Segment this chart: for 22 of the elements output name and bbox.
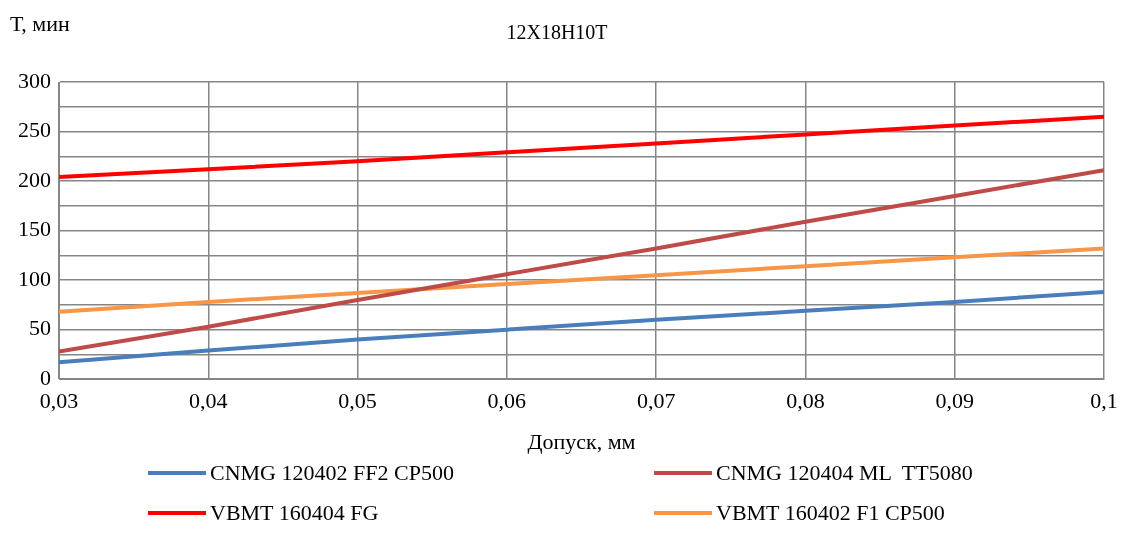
legend-label: CNMG 120404 ML TT5080: [716, 460, 973, 486]
y-tick-label: 50: [29, 315, 51, 341]
y-axis-title: Т, мин: [10, 10, 70, 36]
y-tick-label: 0: [40, 364, 51, 390]
x-axis-title: Допуск, мм: [527, 428, 636, 454]
x-tick-label: 0,07: [636, 388, 676, 414]
y-tick-label: 200: [18, 166, 51, 192]
x-tick-label: 0,05: [338, 388, 377, 414]
y-tick-label: 100: [18, 265, 51, 291]
y-tick-label: 300: [18, 67, 51, 93]
y-tick-label: 250: [18, 117, 51, 143]
x-tick-label: 0,1: [1090, 388, 1118, 414]
legend-label: VBMT 160404 FG: [210, 500, 379, 526]
x-tick-label: 0,08: [786, 388, 825, 414]
y-tick-label: 150: [18, 216, 51, 242]
x-tick-label: 0,06: [487, 388, 527, 414]
chart-title: 12Х18Н10Т: [506, 21, 608, 44]
x-tick-label: 0,03: [39, 388, 79, 414]
x-tick-label: 0,09: [935, 388, 974, 414]
x-tick-label: 0,04: [189, 388, 228, 414]
legend-label: CNMG 120402 FF2 CP500: [210, 460, 454, 486]
legend-label: VBMT 160402 F1 CP500: [716, 500, 945, 526]
